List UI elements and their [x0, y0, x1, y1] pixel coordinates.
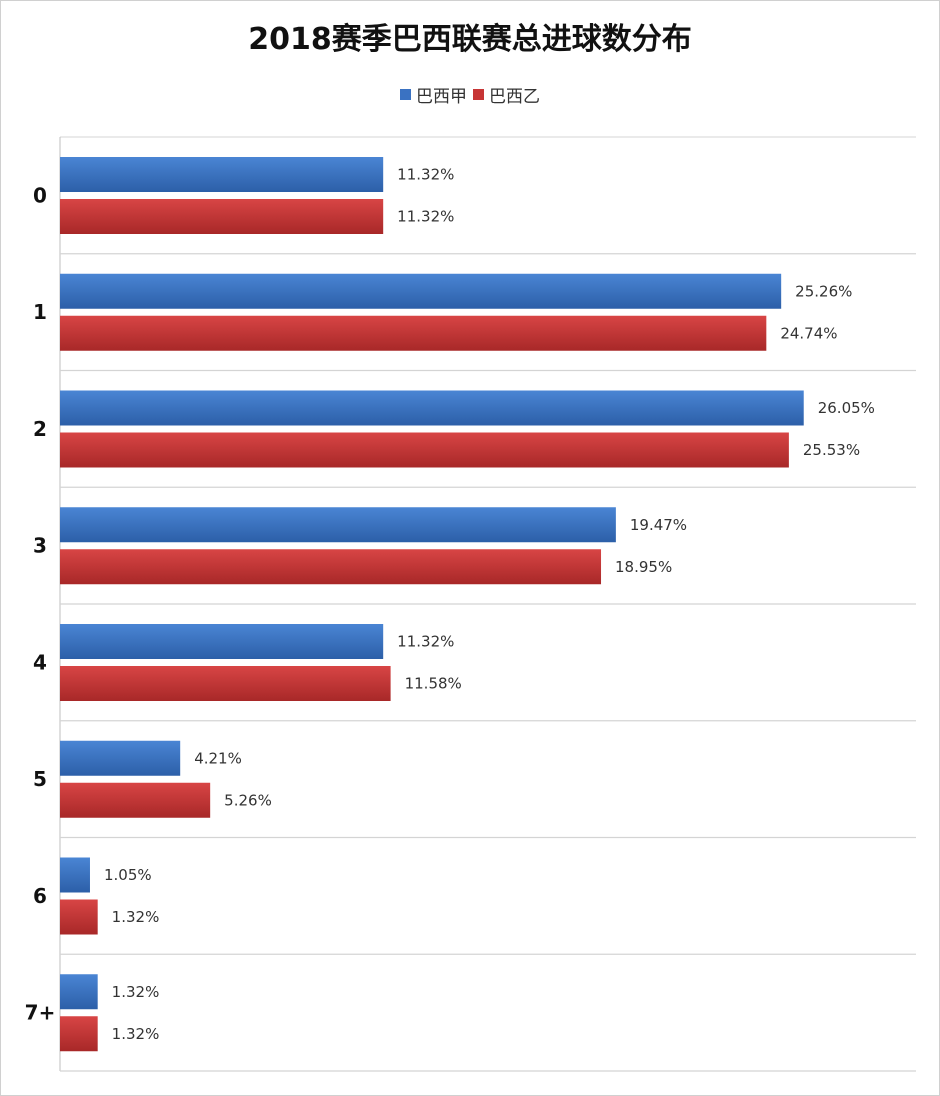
- legend-label-series-1: 巴西甲: [416, 87, 467, 107]
- bar: [60, 1016, 98, 1052]
- bar: [60, 624, 384, 659]
- chart-title: 2018赛季巴西联赛总进球数分布: [248, 22, 692, 57]
- data-label: 19.47%: [630, 516, 687, 534]
- data-label: 25.53%: [803, 441, 860, 459]
- category-label: 5: [33, 767, 47, 791]
- bar: [60, 507, 616, 543]
- data-label: 1.05%: [104, 866, 152, 884]
- bar: [60, 549, 602, 585]
- legend-swatch-series-1: [400, 89, 411, 100]
- category-label: 0: [33, 183, 47, 207]
- bar: [60, 390, 804, 426]
- data-label: 11.32%: [397, 208, 454, 226]
- legend-label-series-2: 巴西乙: [489, 87, 540, 107]
- bar: [60, 857, 90, 893]
- data-label: 24.74%: [780, 324, 837, 342]
- data-label: 1.32%: [112, 983, 160, 1001]
- data-label: 1.32%: [112, 908, 160, 926]
- bar: [60, 740, 181, 776]
- category-label: 2: [33, 417, 47, 441]
- bar: [60, 666, 391, 701]
- data-label: 18.95%: [615, 558, 672, 576]
- bar: [60, 315, 767, 351]
- category-label: 1: [33, 300, 47, 324]
- legend-swatch-series-2: [473, 89, 484, 100]
- category-label: 6: [33, 884, 47, 908]
- legend-item-series-1: 巴西甲: [400, 82, 467, 107]
- bar: [60, 974, 98, 1010]
- data-label: 26.05%: [818, 399, 875, 417]
- data-label: 5.26%: [224, 791, 272, 809]
- bar: [60, 199, 384, 234]
- data-label: 11.32%: [397, 166, 454, 184]
- category-label: 3: [33, 534, 47, 558]
- bar: [60, 273, 782, 309]
- bar: [60, 432, 789, 468]
- category-label: 4: [33, 650, 47, 674]
- data-label: 11.58%: [405, 675, 462, 693]
- legend-item-series-2: 巴西乙: [473, 82, 540, 107]
- bar: [60, 157, 384, 192]
- bar: [60, 899, 98, 935]
- data-label: 4.21%: [194, 749, 242, 767]
- category-label: 7+: [25, 1001, 56, 1025]
- data-label: 25.26%: [795, 282, 852, 300]
- bar: [60, 782, 211, 818]
- data-label: 11.32%: [397, 633, 454, 651]
- legend: 巴西甲 巴西乙: [0, 82, 940, 107]
- data-label: 1.32%: [112, 1025, 160, 1043]
